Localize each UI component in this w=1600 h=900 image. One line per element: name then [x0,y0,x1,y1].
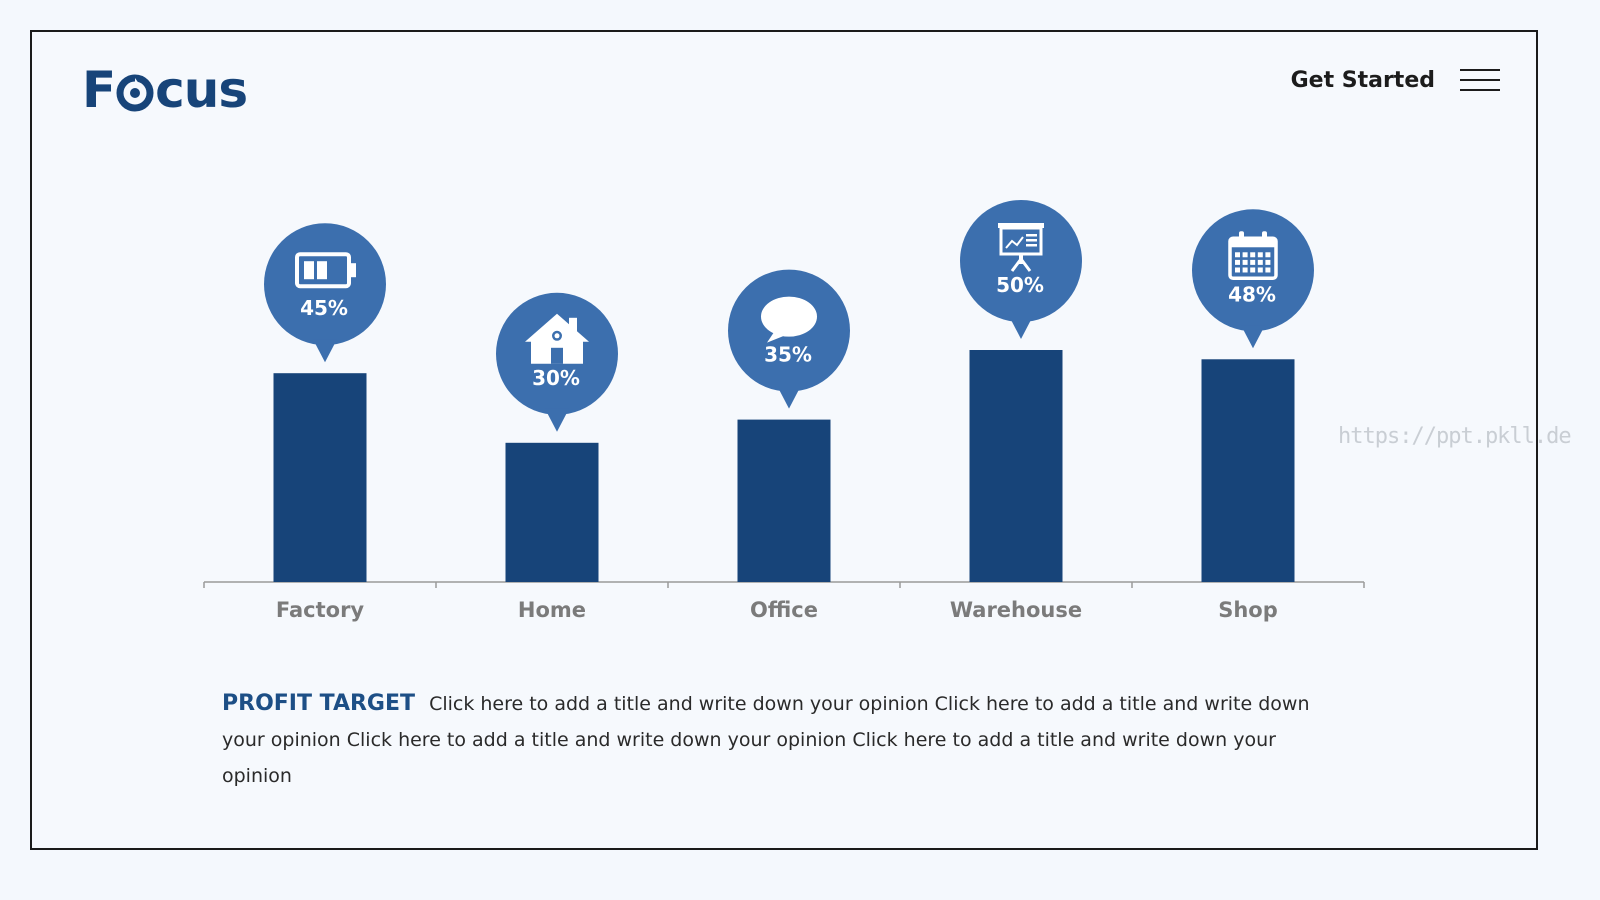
category-label-home: Home [518,598,586,622]
watermark-text: https://ppt.pkll.de [1338,424,1572,449]
value-marker-warehouse: 50% [960,200,1082,339]
logo-text-right: cus [155,61,248,119]
description-block: PROFIT TARGET Click here to add a title … [222,686,1342,794]
aperture-logo-icon [116,74,154,112]
bar-home [505,442,599,582]
house-icon [525,313,589,364]
value-label-factory: 45% [300,296,348,320]
bar-factory [273,373,367,582]
calendar-icon [1228,231,1278,281]
value-marker-factory: 45% [264,223,386,363]
profit-target-heading: PROFIT TARGET [222,691,416,716]
get-started-link[interactable]: Get Started [1290,68,1435,93]
value-label-shop: 48% [1228,282,1276,306]
category-label-warehouse: Warehouse [950,598,1082,622]
value-marker-shop: 48% [1192,209,1314,349]
value-label-warehouse: 50% [996,273,1044,297]
bar-shop [1201,359,1295,582]
battery-icon [295,252,356,289]
value-label-office: 35% [764,343,812,367]
category-label-shop: Shop [1218,598,1278,622]
focus-logo: F cus [82,61,248,119]
category-label-office: Office [750,598,818,622]
value-marker-office: 35% [728,269,850,409]
bar-chart: Factory 45% Home 30% Office 35% Warehouse 50% Sh… [203,200,1365,622]
value-marker-home: 30% [496,292,618,432]
hamburger-menu-icon[interactable] [1460,68,1502,94]
bar-warehouse [969,350,1063,582]
speech-bubble-icon [761,296,817,343]
description-text: Click here to add a title and write down… [222,693,1310,787]
logo-text-left: F [82,61,116,119]
presentation-board-icon [998,223,1044,272]
value-label-home: 30% [532,366,580,390]
category-label-factory: Factory [276,598,365,622]
bar-office [737,419,831,582]
